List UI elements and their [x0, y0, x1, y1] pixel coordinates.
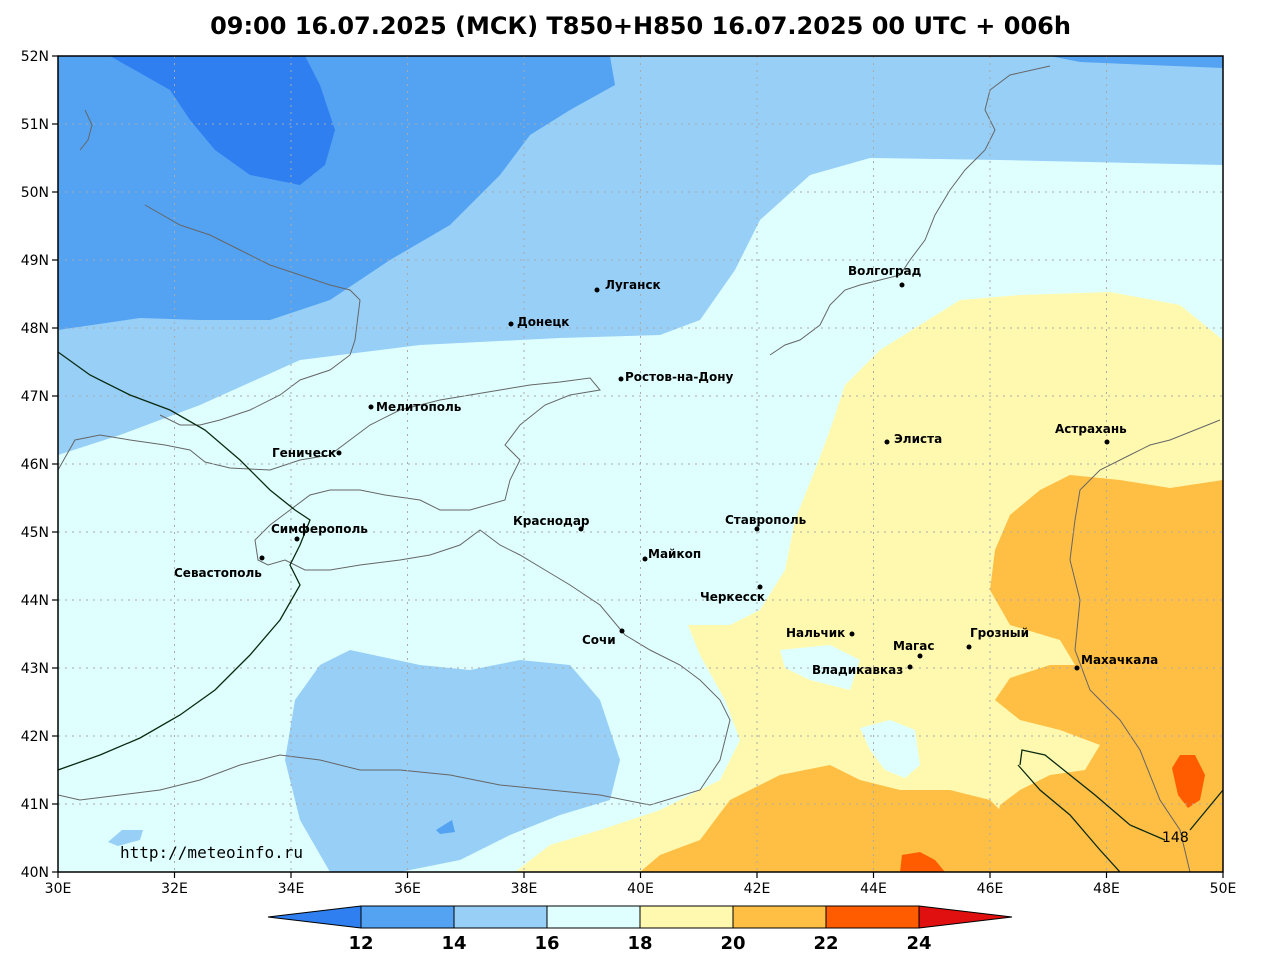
city-dot — [260, 556, 265, 561]
colorbar-segment — [268, 906, 361, 928]
y-tick-label: 46N — [21, 457, 49, 473]
x-tick-label: 50E — [1210, 881, 1237, 897]
x-tick-label: 38E — [511, 881, 538, 897]
city-dot — [1105, 440, 1110, 445]
city-dot — [967, 645, 972, 650]
x-tick-label: 42E — [744, 881, 771, 897]
colorbar-label: 14 — [441, 933, 466, 954]
colorbar-segment — [361, 906, 454, 928]
city-dot — [509, 322, 514, 327]
x-tick-label: 46E — [977, 881, 1004, 897]
x-tick-label: 36E — [394, 881, 421, 897]
city-label-lugansk: Луганск — [605, 278, 661, 292]
city-label-astrakhan: Астрахань — [1055, 422, 1127, 436]
city-label-volgograd: Волгоград — [848, 264, 922, 278]
city-label-nalchik: Нальчик — [786, 626, 845, 640]
city-dot — [758, 585, 763, 590]
x-axis-labels: 30E 32E 34E 36E 38E 40E 42E 44E 46E 48E … — [45, 881, 1237, 897]
city-label-genichesk: Геническ — [272, 446, 336, 460]
y-tick-label: 43N — [21, 661, 49, 677]
x-tick-label: 44E — [860, 881, 887, 897]
city-label-magas: Магас — [893, 639, 935, 653]
city-dot — [620, 629, 625, 634]
city-dot — [369, 405, 374, 410]
city-dot — [619, 377, 624, 382]
source-url: http://meteoinfo.ru — [120, 843, 303, 862]
x-tick-label: 30E — [45, 881, 72, 897]
x-tick-label: 40E — [627, 881, 654, 897]
city-dot — [755, 527, 760, 532]
city-label-grozny: Грозный — [970, 626, 1029, 640]
city-label-vladikavkaz: Владикавказ — [812, 663, 903, 677]
colorbar-label: 24 — [906, 933, 931, 954]
city-label-melitopol: Мелитополь — [376, 400, 462, 414]
city-label-elista: Элиста — [894, 432, 942, 446]
city-dot — [850, 632, 855, 637]
city-dot — [595, 288, 600, 293]
colorbar-label: 16 — [534, 933, 559, 954]
y-tick-label: 49N — [21, 253, 49, 269]
colorbar-segment — [919, 906, 1012, 928]
city-label-sevastopol: Севастополь — [174, 566, 262, 580]
x-tick-label: 48E — [1093, 881, 1120, 897]
city-label-maykop: Майкоп — [648, 547, 701, 561]
colorbar-label: 18 — [627, 933, 652, 954]
colorbar-segment — [454, 906, 547, 928]
city-label-simferopol: Симферополь — [271, 522, 368, 536]
y-tick-label: 47N — [21, 389, 49, 405]
y-tick-label: 44N — [21, 593, 49, 609]
city-label-rostov: Ростов-на-Дону — [625, 370, 734, 384]
y-tick-label: 51N — [21, 117, 49, 133]
colorbar-segment — [733, 906, 826, 928]
y-tick-label: 50N — [21, 185, 49, 201]
city-label-sochi: Сочи — [582, 633, 616, 647]
colorbar-segment — [640, 906, 733, 928]
city-label-cherkessk: Черкесск — [700, 590, 765, 604]
y-tick-label: 48N — [21, 321, 49, 337]
city-label-makhachkala: Махачкала — [1081, 653, 1158, 667]
city-label-krasnodar: Краснодар — [513, 514, 590, 528]
city-label-stavropol: Ставрополь — [725, 513, 807, 527]
y-tick-label: 41N — [21, 797, 49, 813]
contour-label: 148 — [1162, 830, 1189, 846]
colorbar-label: 20 — [720, 933, 745, 954]
y-tick-label: 42N — [21, 729, 49, 745]
city-dot — [918, 654, 923, 659]
colorbar-segment — [547, 906, 640, 928]
city-dot — [900, 283, 905, 288]
y-tick-label: 40N — [21, 865, 49, 881]
y-tick-label: 45N — [21, 525, 49, 541]
city-dot — [885, 440, 890, 445]
city-dot — [908, 665, 913, 670]
colorbar-label: 12 — [348, 933, 373, 954]
colorbar-label: 22 — [813, 933, 838, 954]
city-dot — [337, 451, 342, 456]
x-tick-label: 32E — [161, 881, 188, 897]
city-dot — [643, 557, 648, 562]
city-label-donetsk: Донецк — [517, 315, 569, 329]
colorbar: 12 14 16 18 20 22 24 — [268, 906, 1012, 954]
city-dot — [1075, 666, 1080, 671]
colorbar-segment — [826, 906, 919, 928]
y-axis-labels: 52N 51N 50N 49N 48N 47N 46N 45N 44N 43N … — [21, 49, 49, 881]
x-tick-label: 34E — [278, 881, 305, 897]
city-dot — [295, 537, 300, 542]
y-tick-label: 52N — [21, 49, 49, 65]
